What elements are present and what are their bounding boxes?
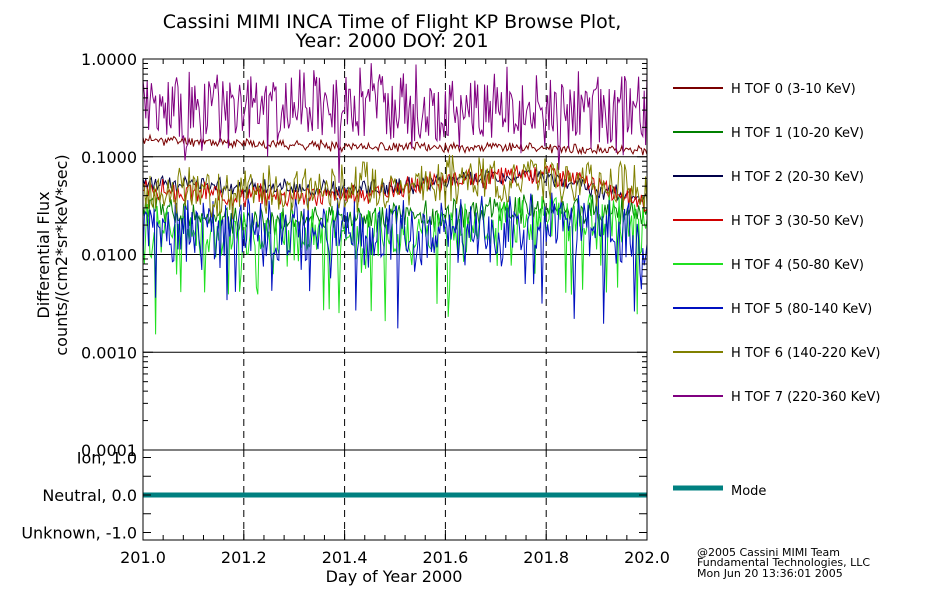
series-line <box>142 63 648 183</box>
legend-label: H TOF 6 (140-220 KeV) <box>731 346 880 361</box>
legend-label: H TOF 5 (80-140 KeV) <box>731 302 872 317</box>
legend: H TOF 0 (3-10 KeV) H TOF 1 (10-20 KeV) H T… <box>673 82 880 499</box>
mode-axis-ticks: 201.0 201.2 201.4 201.6 201.8 202.0 Ion, 1.0 Ne… <box>21 449 670 568</box>
series-line <box>142 191 648 329</box>
mode-gridlines <box>243 450 547 540</box>
legend-label: H TOF 7 (220-360 KeV) <box>731 390 880 405</box>
legend-label: H TOF 2 (20-30 KeV) <box>731 170 864 185</box>
y-axis-label-units: counts/(cm2*sr*keV*sec) <box>52 154 71 355</box>
credit-line-3: Mon Jun 20 13:36:01 2005 <box>697 567 843 580</box>
x-tick-label: 202.0 <box>624 548 670 567</box>
credit-line-1: @2005 Cassini MIMI Team <box>697 546 840 559</box>
y-tick-label: 0.1000 <box>81 148 137 167</box>
flux-axis-ticks: 1.0000 0.1000 0.0100 0.0010 0.0001 <box>81 50 648 460</box>
mode-y-tick-label: Unknown, -1.0 <box>21 524 137 543</box>
legend-label: H TOF 0 (3-10 KeV) <box>731 82 856 97</box>
legend-label: H TOF 4 (50-80 KeV) <box>731 258 864 273</box>
y-tick-label: 0.0001 <box>81 441 137 460</box>
flux-gridlines <box>143 59 647 450</box>
x-axis-label: Day of Year 2000 <box>326 567 463 586</box>
x-tick-label: 201.6 <box>422 548 468 567</box>
x-tick-label: 201.8 <box>523 548 569 567</box>
chart-subtitle: Year: 2000 DOY: 201 <box>294 30 488 52</box>
flux-series-group <box>142 63 648 335</box>
credit-line-2: Fundamental Technologies, LLC <box>697 556 870 569</box>
x-tick-label: 201.4 <box>322 548 368 567</box>
x-tick-label: 201.2 <box>221 548 267 567</box>
series-line <box>142 163 648 213</box>
mode-y-tick-label: Neutral, 0.0 <box>42 486 137 505</box>
x-tick-label: 201.0 <box>120 548 166 567</box>
series-line <box>142 154 648 220</box>
series-line <box>142 167 648 203</box>
chart-title: Cassini MIMI INCA Time of Flight KP Brow… <box>163 11 622 33</box>
y-tick-label: 0.0100 <box>81 246 137 265</box>
series-line <box>142 194 648 237</box>
legend-label: H TOF 1 (10-20 KeV) <box>731 126 864 141</box>
legend-label: H TOF 3 (30-50 KeV) <box>731 214 864 229</box>
mode-y-tick-label: Ion, 1.0 <box>77 449 137 468</box>
y-axis-label: Differential Flux <box>34 191 53 318</box>
series-line <box>142 133 648 156</box>
y-tick-label: 1.0000 <box>81 50 137 69</box>
series-line <box>142 192 648 335</box>
legend-label-mode: Mode <box>731 484 766 499</box>
y-tick-label: 0.0010 <box>81 343 137 362</box>
